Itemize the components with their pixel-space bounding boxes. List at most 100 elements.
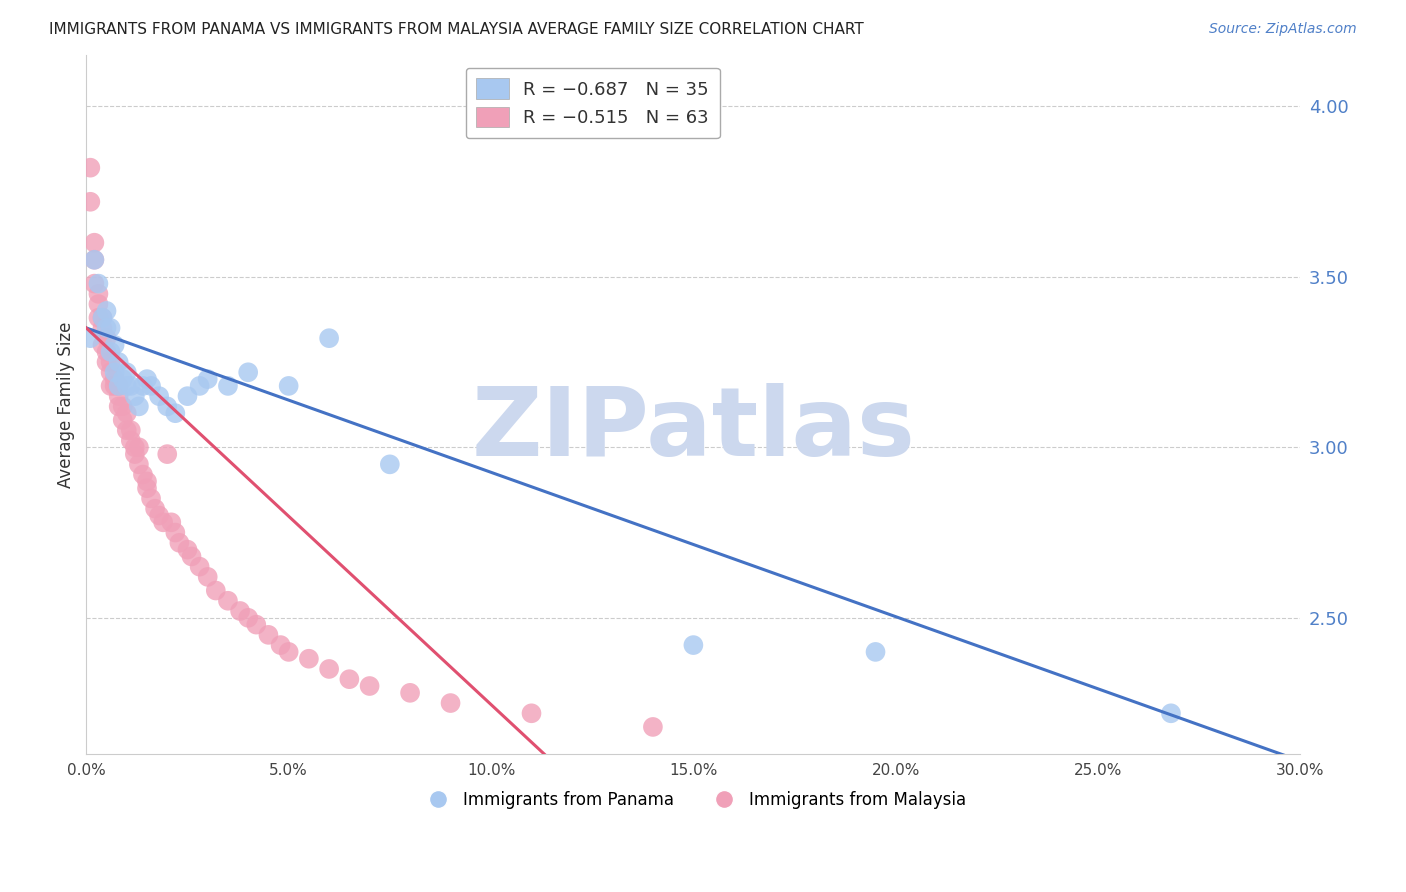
Point xyxy=(165,525,187,540)
Point xyxy=(87,310,110,325)
Point xyxy=(277,379,299,393)
Point xyxy=(152,516,174,530)
Point xyxy=(128,458,150,472)
Point xyxy=(378,458,401,472)
Point xyxy=(337,672,360,686)
Text: IMMIGRANTS FROM PANAMA VS IMMIGRANTS FROM MALAYSIA AVERAGE FAMILY SIZE CORRELATI: IMMIGRANTS FROM PANAMA VS IMMIGRANTS FRO… xyxy=(49,22,863,37)
Point xyxy=(100,344,122,359)
Point xyxy=(104,379,127,393)
Point xyxy=(156,400,179,414)
Point xyxy=(100,355,122,369)
Point xyxy=(107,379,129,393)
Text: Source: ZipAtlas.com: Source: ZipAtlas.com xyxy=(1209,22,1357,37)
Point xyxy=(682,638,704,652)
Point xyxy=(104,365,127,379)
Point xyxy=(204,583,226,598)
Point xyxy=(79,161,101,175)
Point xyxy=(83,235,105,250)
Point xyxy=(128,440,150,454)
Point xyxy=(96,344,118,359)
Point xyxy=(83,277,105,291)
Point xyxy=(148,508,170,523)
Point xyxy=(136,481,159,495)
Point xyxy=(100,321,122,335)
Legend: Immigrants from Panama, Immigrants from Malaysia: Immigrants from Panama, Immigrants from … xyxy=(415,784,973,816)
Point xyxy=(641,720,664,734)
Point xyxy=(79,194,101,209)
Point xyxy=(111,372,134,386)
Point xyxy=(120,423,142,437)
Point xyxy=(132,379,155,393)
Point xyxy=(197,372,219,386)
Point xyxy=(136,475,159,489)
Point xyxy=(107,389,129,403)
Point xyxy=(188,379,211,393)
Point xyxy=(96,321,118,335)
Point xyxy=(104,372,127,386)
Point xyxy=(107,400,129,414)
Point xyxy=(87,286,110,301)
Point xyxy=(270,638,292,652)
Point xyxy=(111,400,134,414)
Point xyxy=(865,645,887,659)
Point xyxy=(520,706,543,721)
Point xyxy=(124,440,146,454)
Point xyxy=(169,536,191,550)
Point xyxy=(238,365,260,379)
Point xyxy=(156,447,179,461)
Point xyxy=(91,310,114,325)
Point xyxy=(124,447,146,461)
Point xyxy=(399,686,422,700)
Point xyxy=(115,423,138,437)
Point xyxy=(120,434,142,448)
Point xyxy=(298,651,321,665)
Point xyxy=(100,365,122,379)
Point xyxy=(104,338,127,352)
Point xyxy=(217,379,239,393)
Point xyxy=(124,389,146,403)
Point xyxy=(180,549,202,564)
Point xyxy=(115,379,138,393)
Point xyxy=(139,491,162,506)
Point xyxy=(128,400,150,414)
Point xyxy=(139,379,162,393)
Point xyxy=(229,604,252,618)
Point xyxy=(111,413,134,427)
Point xyxy=(96,355,118,369)
Point xyxy=(132,467,155,482)
Point xyxy=(148,389,170,403)
Point xyxy=(120,379,142,393)
Point xyxy=(188,559,211,574)
Point xyxy=(136,372,159,386)
Point xyxy=(87,297,110,311)
Point xyxy=(143,501,166,516)
Point xyxy=(176,542,198,557)
Point xyxy=(238,611,260,625)
Point xyxy=(359,679,381,693)
Point xyxy=(91,338,114,352)
Point xyxy=(165,406,187,420)
Point xyxy=(1160,706,1182,721)
Point xyxy=(83,252,105,267)
Point xyxy=(107,355,129,369)
Point xyxy=(197,570,219,584)
Point xyxy=(96,331,118,345)
Y-axis label: Average Family Size: Average Family Size xyxy=(58,321,75,488)
Point xyxy=(318,662,340,676)
Point xyxy=(160,516,183,530)
Point xyxy=(87,277,110,291)
Point xyxy=(107,379,129,393)
Point xyxy=(277,645,299,659)
Point xyxy=(217,593,239,607)
Point xyxy=(100,379,122,393)
Point xyxy=(96,304,118,318)
Point xyxy=(318,331,340,345)
Point xyxy=(79,331,101,345)
Text: ZIPatlas: ZIPatlas xyxy=(471,383,915,475)
Point xyxy=(91,310,114,325)
Point xyxy=(91,321,114,335)
Point xyxy=(257,628,280,642)
Point xyxy=(245,617,267,632)
Point xyxy=(176,389,198,403)
Point xyxy=(439,696,461,710)
